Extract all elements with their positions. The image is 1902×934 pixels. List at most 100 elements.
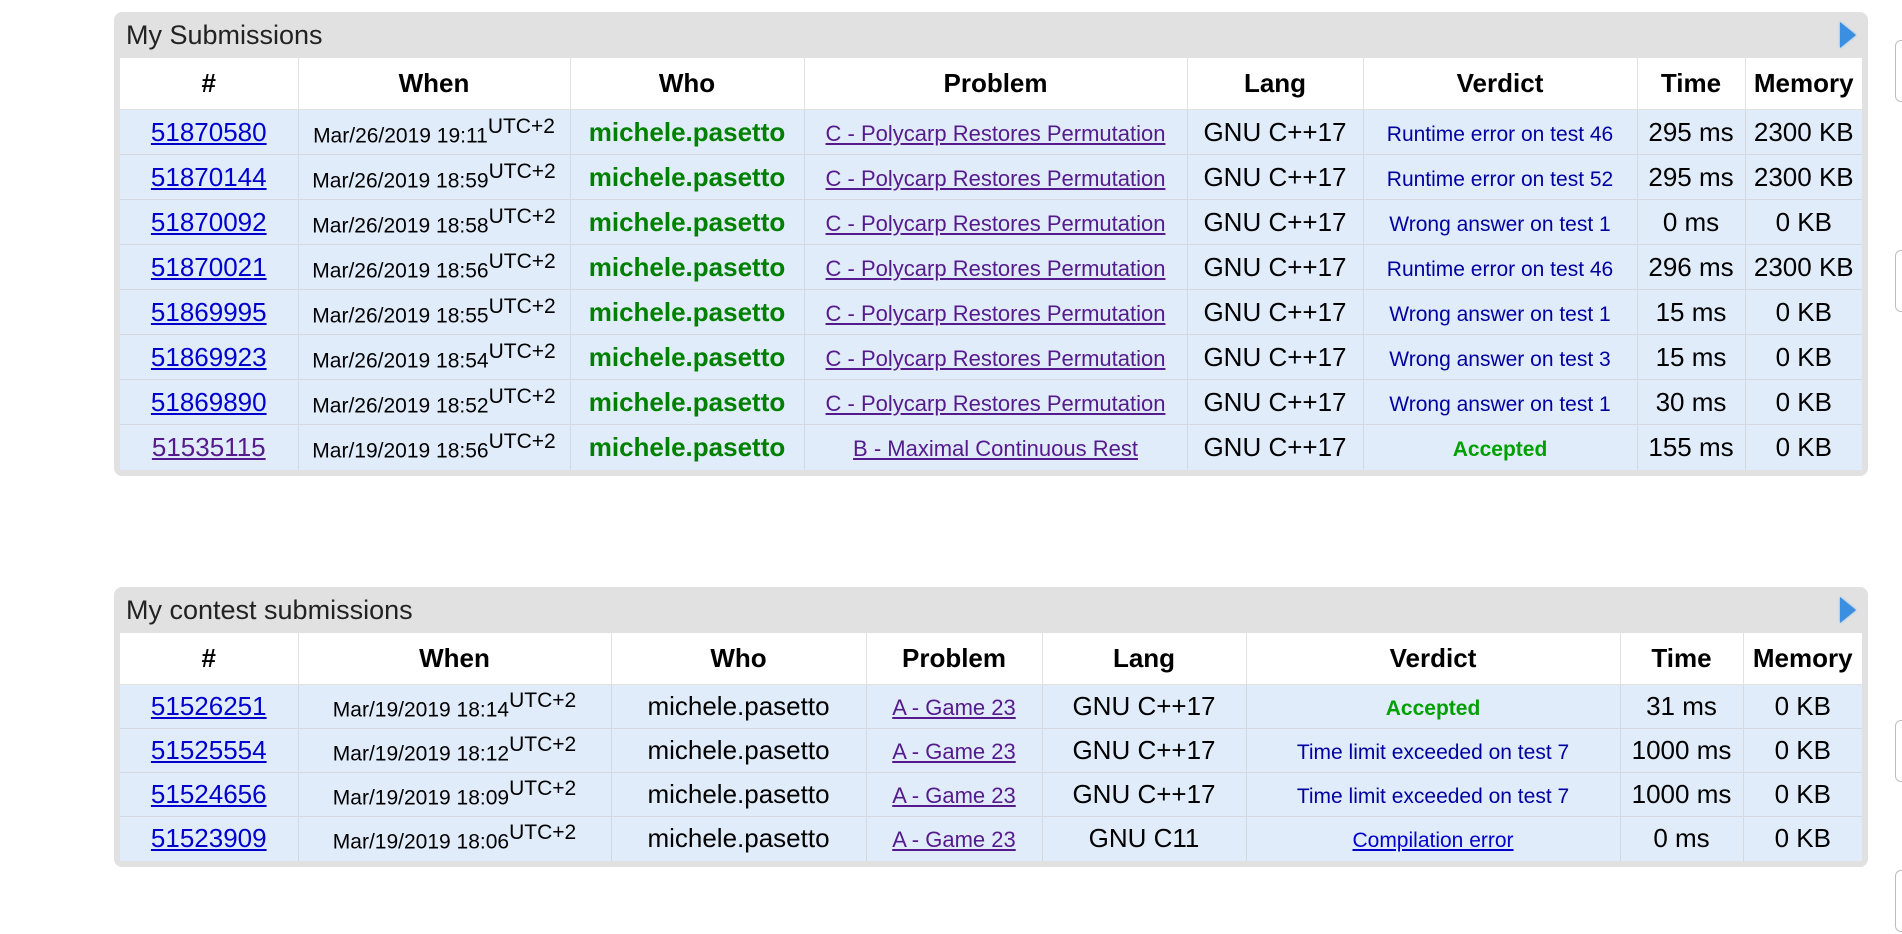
timezone-label: UTC+2 xyxy=(488,429,556,453)
author-handle[interactable]: michele.pasetto xyxy=(588,161,786,192)
cell-memory: 0 KB xyxy=(1745,199,1862,245)
cell-who: michele.pasetto xyxy=(611,816,867,861)
author-handle[interactable]: michele.pasetto xyxy=(588,386,786,417)
submission-id-link[interactable]: 51524656 xyxy=(150,779,267,809)
submission-id-link[interactable]: 51535115 xyxy=(151,431,266,462)
problem-link[interactable]: C - Polycarp Restores Permutation xyxy=(825,300,1166,326)
language-label: GNU C++17 xyxy=(1072,691,1216,721)
author-handle[interactable]: michele.pasetto xyxy=(588,431,786,462)
author-handle[interactable]: michele.pasetto xyxy=(588,251,786,282)
col-header-time: Time xyxy=(1620,633,1744,685)
col-header-lang: Lang xyxy=(1187,58,1364,110)
submission-time: Mar/26/2019 19:11 xyxy=(313,124,488,148)
contest-submissions-table: # When Who Problem Lang Verdict Time Mem… xyxy=(120,633,1862,861)
expand-arrow-icon[interactable] xyxy=(1840,597,1856,623)
edge-tab xyxy=(1895,40,1902,102)
cell-time: 30 ms xyxy=(1637,379,1746,425)
cell-id: 51523909 xyxy=(120,816,299,861)
my-submissions-table: # When Who Problem Lang Verdict Time Mem… xyxy=(120,58,1862,470)
table-row: 51869923 Mar/26/2019 18:54UTC+2 michele.… xyxy=(120,334,1862,380)
author-handle[interactable]: michele.pasetto xyxy=(588,116,786,147)
col-header-who: Who xyxy=(611,633,867,685)
cell-who: michele.pasetto xyxy=(611,772,867,817)
edge-tab xyxy=(1895,250,1902,312)
author-handle[interactable]: michele.pasetto xyxy=(588,341,786,372)
expand-arrow-icon[interactable] xyxy=(1840,22,1856,48)
problem-link[interactable]: B - Maximal Continuous Rest xyxy=(853,435,1138,461)
language-label: GNU C11 xyxy=(1088,823,1200,854)
cell-verdict: Accepted xyxy=(1363,424,1638,470)
author-handle[interactable]: michele.pasetto xyxy=(588,206,786,237)
problem-link[interactable]: C - Polycarp Restores Permutation xyxy=(825,255,1166,281)
col-header-verdict: Verdict xyxy=(1363,58,1638,110)
cell-lang: GNU C++17 xyxy=(1187,379,1364,425)
submission-id-link[interactable]: 51869923 xyxy=(150,341,267,372)
cell-lang: GNU C++17 xyxy=(1187,109,1364,155)
cell-who: michele.pasetto xyxy=(570,289,805,335)
timezone-label: UTC+2 xyxy=(488,339,556,363)
cell-lang: GNU C++17 xyxy=(1042,728,1247,773)
cell-when: Mar/19/2019 18:56UTC+2 xyxy=(298,424,571,470)
cell-verdict: Runtime error on test 46 xyxy=(1363,109,1638,155)
submission-id-link[interactable]: 51870021 xyxy=(150,251,267,282)
cell-problem: C - Polycarp Restores Permutation xyxy=(804,334,1188,380)
cell-id: 51870021 xyxy=(120,244,299,290)
table-header-row: # When Who Problem Lang Verdict Time Mem… xyxy=(120,58,1862,110)
problem-link[interactable]: A - Game 23 xyxy=(892,783,1016,808)
cell-when: Mar/19/2019 18:14UTC+2 xyxy=(298,684,612,729)
submission-id-link[interactable]: 51869890 xyxy=(150,386,267,417)
cell-time: 15 ms xyxy=(1637,334,1746,380)
cell-when: Mar/26/2019 18:52UTC+2 xyxy=(298,379,571,425)
submission-id-link[interactable]: 51870144 xyxy=(150,161,267,192)
cell-when: Mar/26/2019 18:56UTC+2 xyxy=(298,244,571,290)
col-header-when: When xyxy=(298,633,612,685)
time-value: 155 ms xyxy=(1648,431,1734,462)
submission-id-link[interactable]: 51525554 xyxy=(150,735,267,765)
problem-link[interactable]: C - Polycarp Restores Permutation xyxy=(825,120,1166,146)
problem-link[interactable]: C - Polycarp Restores Permutation xyxy=(825,210,1166,236)
author-handle: michele.pasetto xyxy=(647,779,830,809)
table-row: 51526251 Mar/19/2019 18:14UTC+2 michele.… xyxy=(120,684,1862,729)
problem-link[interactable]: A - Game 23 xyxy=(892,695,1016,720)
memory-value: 0 KB xyxy=(1774,735,1831,765)
problem-link[interactable]: C - Polycarp Restores Permutation xyxy=(825,390,1166,416)
problem-link[interactable]: A - Game 23 xyxy=(892,739,1016,764)
cell-time: 0 ms xyxy=(1620,816,1744,861)
cell-time: 155 ms xyxy=(1637,424,1746,470)
submission-id-link[interactable]: 51526251 xyxy=(150,691,267,721)
problem-link[interactable]: C - Polycarp Restores Permutation xyxy=(825,165,1166,191)
table-row: 51869995 Mar/26/2019 18:55UTC+2 michele.… xyxy=(120,289,1862,335)
col-header-id: # xyxy=(120,633,299,685)
submission-id-link[interactable]: 51870092 xyxy=(150,206,267,237)
submission-id-link[interactable]: 51870580 xyxy=(150,116,267,147)
time-value: 0 ms xyxy=(1662,206,1720,237)
cell-memory: 0 KB xyxy=(1745,424,1862,470)
memory-value: 2300 KB xyxy=(1753,116,1854,147)
cell-verdict: Accepted xyxy=(1246,684,1621,729)
submission-time: Mar/26/2019 18:55 xyxy=(312,304,489,328)
cell-time: 0 ms xyxy=(1637,199,1746,245)
verdict-text: Accepted xyxy=(1385,697,1481,720)
cell-id: 51524656 xyxy=(120,772,299,817)
col-header-problem: Problem xyxy=(866,633,1043,685)
table-row: 51870580 Mar/26/2019 19:11UTC+2 michele.… xyxy=(120,109,1862,155)
memory-value: 0 KB xyxy=(1775,431,1832,462)
problem-link[interactable]: A - Game 23 xyxy=(892,827,1016,853)
cell-lang: GNU C++17 xyxy=(1187,424,1364,470)
author-handle[interactable]: michele.pasetto xyxy=(588,296,786,327)
problem-link[interactable]: C - Polycarp Restores Permutation xyxy=(825,345,1166,371)
time-value: 296 ms xyxy=(1648,251,1734,282)
cell-memory: 0 KB xyxy=(1743,728,1862,773)
memory-value: 0 KB xyxy=(1775,386,1832,417)
col-header-memory: Memory xyxy=(1745,58,1862,110)
cell-id: 51869923 xyxy=(120,334,299,380)
cell-problem: C - Polycarp Restores Permutation xyxy=(804,199,1188,245)
table-row: 51525554 Mar/19/2019 18:12UTC+2 michele.… xyxy=(120,728,1862,773)
cell-when: Mar/19/2019 18:06UTC+2 xyxy=(298,816,612,861)
submission-id-link[interactable]: 51523909 xyxy=(150,823,267,854)
cell-verdict: Compilation error xyxy=(1246,816,1621,861)
submission-id-link[interactable]: 51869995 xyxy=(150,296,267,327)
cell-id: 51869890 xyxy=(120,379,299,425)
timezone-label: UTC+2 xyxy=(488,294,556,318)
verdict-link[interactable]: Compilation error xyxy=(1352,829,1514,853)
